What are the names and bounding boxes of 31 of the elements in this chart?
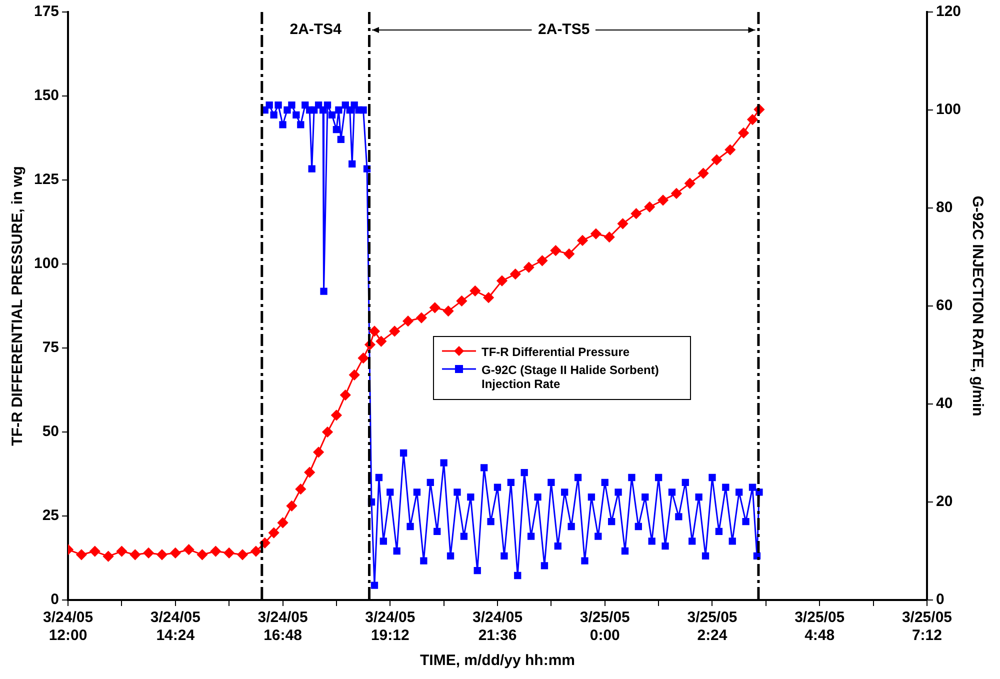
y2-tick-label: 20	[936, 493, 953, 510]
legend-label: G-92C (Stage II Halide Sorbent) Injection Rate	[482, 363, 660, 391]
legend-label: TF-R Differential Pressure	[482, 345, 630, 359]
y2-tick-label: 80	[936, 199, 953, 216]
y-tick-label: 50	[42, 423, 60, 440]
y-tick-label: 125	[34, 171, 60, 188]
y2-tick-label: 40	[936, 395, 953, 412]
y-tick-label: 25	[42, 507, 60, 524]
y-tick-label: 0	[50, 591, 60, 608]
x-axis-title: TIME, m/dd/yy hh:mm	[420, 652, 576, 670]
y2-tick-label: 0	[936, 591, 944, 608]
ref-line-label: 2A-TS5	[538, 21, 590, 38]
y-tick-label: 75	[42, 339, 60, 356]
y-tick-label: 175	[34, 3, 60, 20]
x-tick-label: 3/24/05 19:12	[365, 609, 416, 644]
x-tick-label: 3/25/05 0:00	[580, 609, 630, 644]
y2-axis-title: G-92C INJECTION RATE, g/min	[968, 196, 986, 416]
y-tick-label: 150	[34, 87, 60, 104]
ref-line-label: 2A-TS4	[290, 21, 342, 38]
x-tick-label: 3/25/05 4:48	[794, 609, 845, 644]
x-tick-label: 3/24/05 21:36	[472, 609, 523, 644]
y2-tick-label: 100	[936, 101, 962, 118]
y-axis-title: TF-R DIFFERENTIAL PRESSURE, in wg	[9, 166, 26, 446]
y2-tick-label: 120	[936, 3, 962, 20]
x-tick-label: 3/25/05 2:24	[687, 609, 738, 644]
x-tick-label: 3/24/05 16:48	[258, 609, 308, 644]
x-tick-label: 3/24/05 12:00	[43, 609, 94, 644]
x-tick-label: 3/24/05 14:24	[150, 609, 200, 644]
y-tick-label: 100	[34, 255, 60, 272]
x-tick-label: 3/25/05 7:12	[902, 609, 952, 644]
y2-tick-label: 60	[936, 297, 953, 314]
